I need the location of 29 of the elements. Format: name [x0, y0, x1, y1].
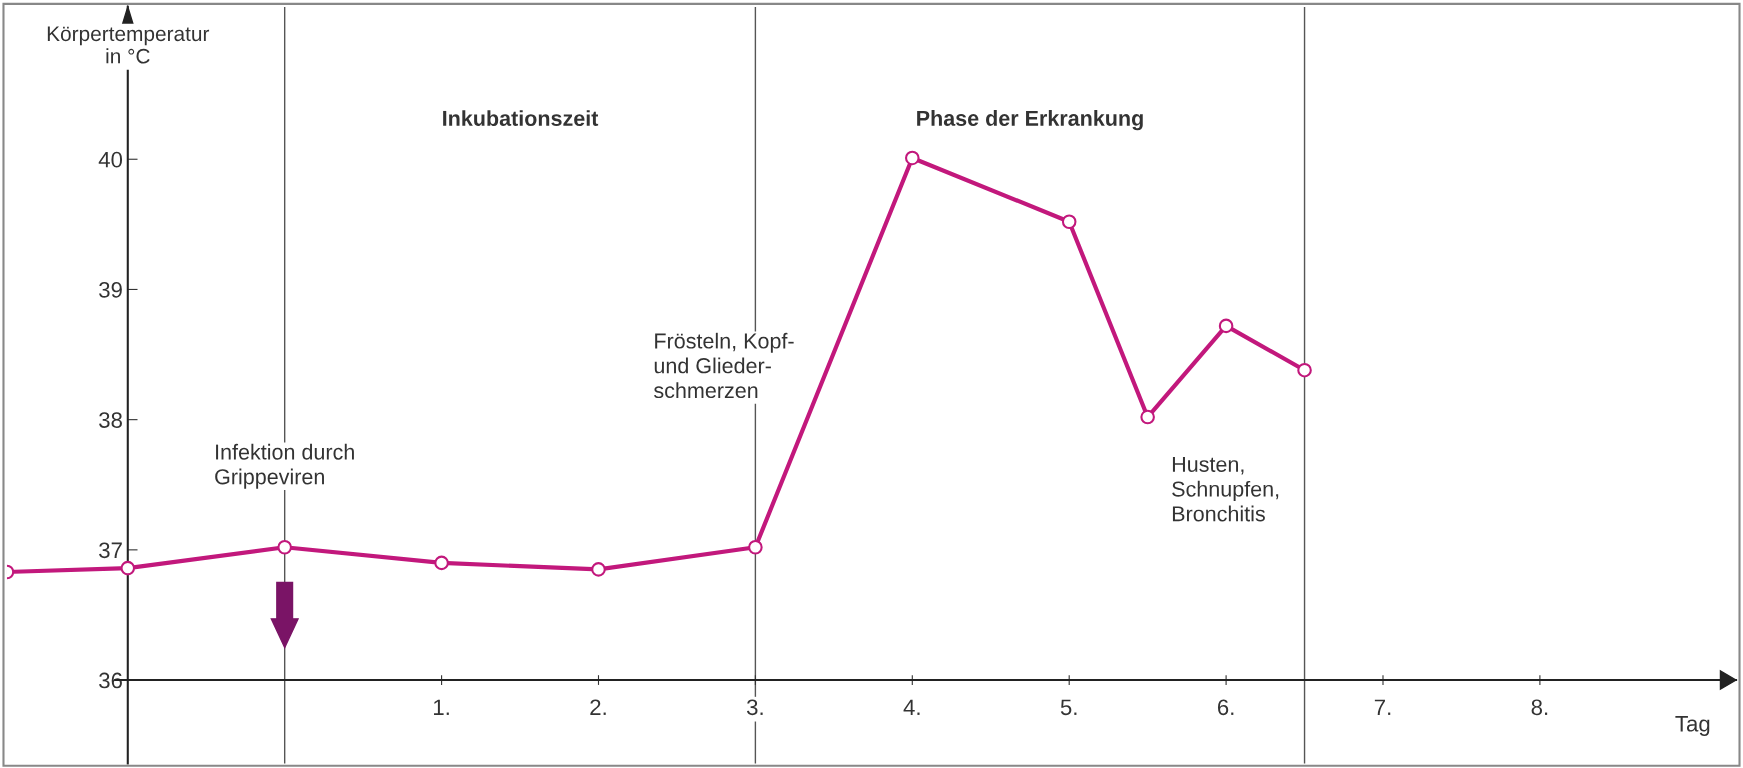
x-tick-label: 3. [746, 699, 763, 716]
point [1061, 214, 1077, 230]
x-tick-label: 6. [1217, 699, 1234, 716]
annotation: Infektion durch Grippeviren [215, 443, 354, 489]
y-tick-label: 38 [99, 412, 122, 428]
x-tick-label: 2. [590, 699, 606, 715]
y-axis-title: Körpertemperatur in °C [47, 26, 210, 64]
point [905, 150, 920, 166]
annotation: Frösteln, Kopf- und Glieder- schmerzen [654, 332, 794, 399]
point [1218, 318, 1234, 334]
x-tick-label: 4. [903, 699, 920, 715]
x-tick-label: 7. [1374, 699, 1391, 715]
point [1140, 409, 1155, 425]
point [1297, 362, 1312, 378]
x-tick-label: 1. [434, 699, 449, 715]
point [748, 539, 763, 555]
y-tick-label: 39 [99, 281, 122, 298]
x-tick-label: 8. [1531, 699, 1548, 716]
annotation: Inkubationszeit [443, 110, 599, 126]
point [277, 539, 292, 555]
point [434, 555, 449, 571]
point [591, 562, 606, 577]
y-tick-label: 37 [99, 542, 122, 559]
x-axis-title: Tag [1675, 716, 1710, 736]
x-tick-label: 5. [1060, 699, 1077, 716]
annotation: Phase der Erkrankung [917, 110, 1143, 131]
y-tick-label: 40 [98, 151, 123, 168]
annotation: Husten, Schnupfen, Bronchitis [1172, 456, 1279, 522]
point [120, 560, 136, 576]
